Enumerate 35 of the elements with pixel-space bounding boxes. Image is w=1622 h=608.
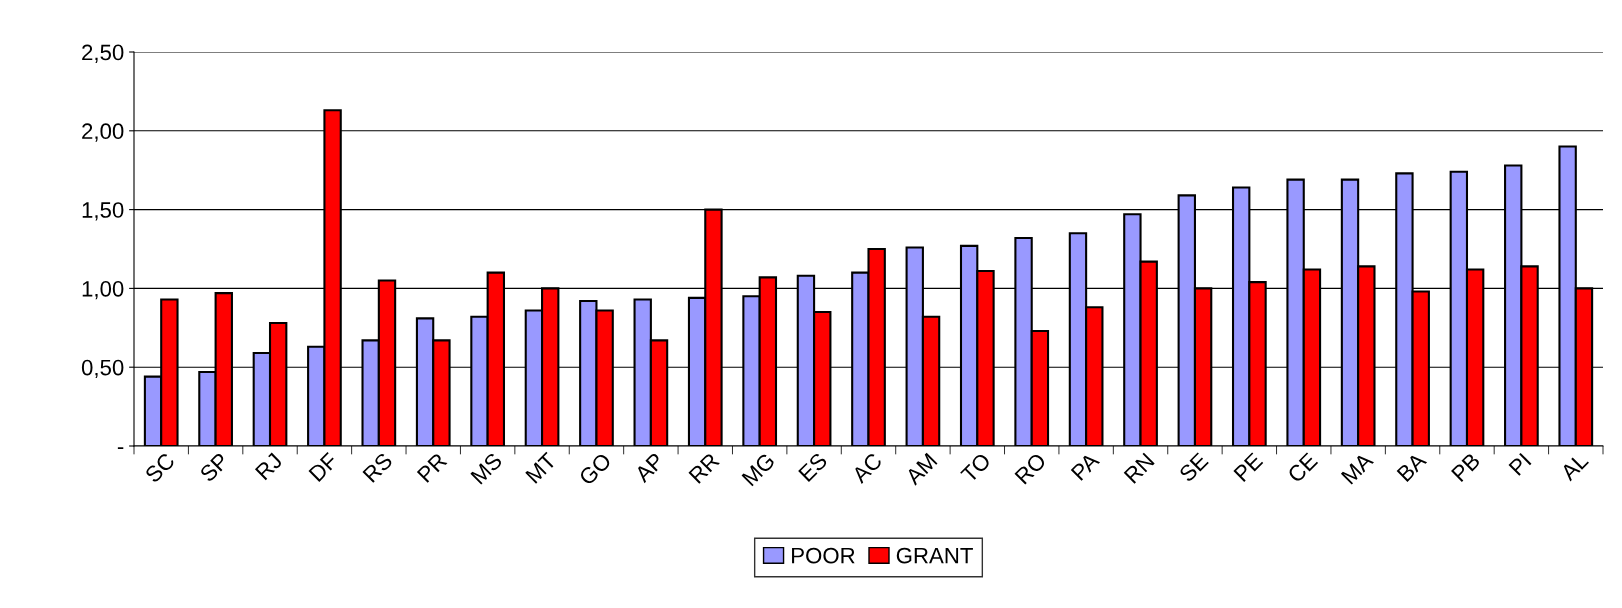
x-tick-label: RJ <box>254 452 283 481</box>
legend-label: POOR <box>792 547 855 564</box>
x-tick-label: PE <box>1233 452 1264 482</box>
x-tick-label: BA <box>1396 451 1428 482</box>
x-tick-label: DF <box>308 452 339 482</box>
x-tick-label: GO <box>578 452 613 487</box>
x-tick-label: SE <box>1178 451 1209 483</box>
y-tick-label: 1,00 <box>82 280 124 300</box>
x-tick-label: SP <box>198 452 230 483</box>
x-tick-label: AL <box>1559 451 1589 482</box>
x-tick-label: RS <box>362 452 394 483</box>
x-tick-label: MT <box>525 451 558 484</box>
x-tick-label: SC <box>144 451 176 484</box>
x-tick-label: PI <box>1508 452 1532 476</box>
x-tick-label: PR <box>416 452 448 483</box>
x-tick-label: MG <box>741 452 776 487</box>
y-tick-label: 2,50 <box>82 44 124 63</box>
x-tick-label: TO <box>959 452 992 484</box>
x-tick-label: PB <box>1451 452 1481 482</box>
x-tick-label: RO <box>1014 452 1047 485</box>
x-tick-label: AP <box>633 452 665 484</box>
y-tick-label: 2,00 <box>82 123 124 142</box>
x-tick-label: AC <box>850 451 884 485</box>
x-tick-label: MA <box>1340 451 1374 485</box>
x-tick-label: AM <box>904 452 938 486</box>
legend-label: GRANT <box>896 547 973 564</box>
y-tick-label: 0,50 <box>81 359 124 379</box>
x-tick-label: MS <box>470 452 503 485</box>
y-tick-label: 1,50 <box>82 202 124 221</box>
x-tick-label: ES <box>797 452 829 483</box>
y-tick-label: - <box>117 447 124 450</box>
x-tick-label: CE <box>1286 451 1319 484</box>
x-tick-label: RN <box>1123 452 1155 484</box>
x-tick-label: RR <box>688 452 720 484</box>
x-tick-label: PA <box>1070 451 1101 481</box>
